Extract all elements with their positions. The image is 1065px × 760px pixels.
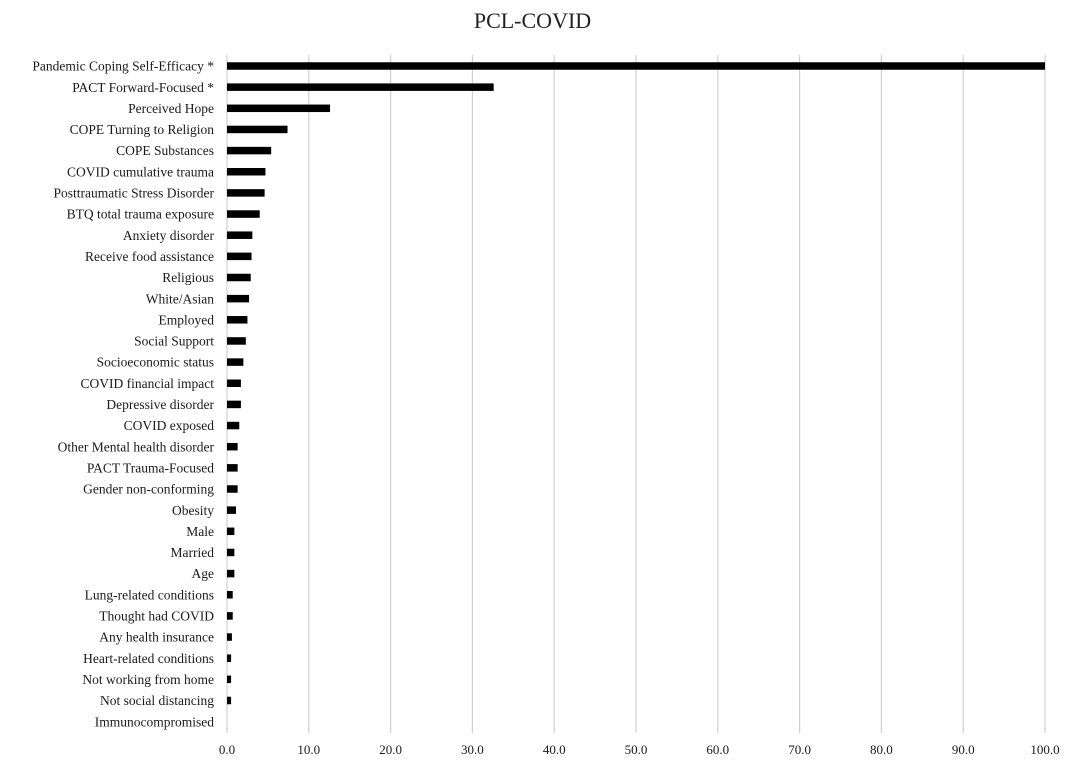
- bar: [227, 675, 232, 684]
- bar: [227, 83, 494, 91]
- category-label: Pandemic Coping Self-Efficacy *: [32, 59, 214, 74]
- bar: [227, 125, 288, 134]
- bar: [227, 210, 260, 218]
- bar: [227, 464, 238, 472]
- category-label: Age: [192, 566, 215, 581]
- category-label: PACT Trauma-Focused: [87, 460, 214, 475]
- bar: [227, 506, 236, 514]
- x-tick-label: 70.0: [788, 742, 811, 757]
- bar: [227, 104, 331, 113]
- category-label: Posttraumatic Stress Disorder: [54, 186, 215, 201]
- bar: [227, 316, 248, 324]
- x-tick-label: 30.0: [461, 742, 484, 757]
- category-label: Anxiety disorder: [123, 228, 215, 243]
- category-label: Lung-related conditions: [85, 587, 214, 602]
- bar-layer: [227, 62, 1045, 705]
- x-tick-label: 50.0: [625, 742, 648, 757]
- category-label-layer: Pandemic Coping Self-Efficacy * PACT Forw…: [32, 59, 214, 730]
- x-tick-label: 40.0: [543, 742, 566, 757]
- bar: [227, 696, 232, 705]
- category-label: COVID financial impact: [81, 376, 215, 391]
- category-label: Depressive disorder: [106, 397, 214, 412]
- bar: [227, 62, 1045, 70]
- x-tick-label: 100.0: [1030, 742, 1059, 757]
- bar: [227, 421, 240, 430]
- bar: [227, 442, 238, 451]
- bar: [227, 569, 235, 578]
- category-label: Perceived Hope: [128, 101, 214, 116]
- bar: [227, 358, 244, 366]
- category-label: Married: [171, 545, 215, 560]
- category-label: Not social distancing: [100, 693, 214, 708]
- bar: [227, 252, 252, 261]
- bar: [227, 654, 232, 662]
- category-label: Socioeconomic status: [97, 355, 214, 370]
- category-label: Immunocompromised: [95, 714, 214, 729]
- bar: [227, 400, 241, 409]
- category-label: Receive food assistance: [85, 249, 214, 264]
- bar: [227, 146, 272, 155]
- grid-layer: [226, 55, 1046, 733]
- bar: [227, 231, 253, 239]
- bar: [227, 294, 250, 303]
- category-label: Religious: [162, 270, 214, 285]
- bar: [227, 168, 266, 176]
- category-label: Not working from home: [82, 672, 214, 687]
- bar: [227, 189, 265, 197]
- bar: [227, 633, 232, 641]
- x-tick-label: 60.0: [706, 742, 729, 757]
- category-label: BTQ total trauma exposure: [67, 207, 214, 222]
- category-label: Male: [186, 524, 214, 539]
- category-label: Thought had COVID: [99, 609, 214, 624]
- bar: [227, 485, 238, 493]
- category-label: Gender non-conforming: [83, 482, 214, 497]
- bar: [227, 379, 241, 387]
- bar: [227, 337, 246, 345]
- category-label: Any health insurance: [99, 630, 214, 645]
- x-tick-label: 0.0: [219, 742, 235, 757]
- category-label: COVID exposed: [124, 418, 215, 433]
- category-label: COPE Substances: [116, 143, 214, 158]
- bar: [227, 591, 233, 599]
- bar: [227, 548, 235, 557]
- category-label: PACT Forward-Focused *: [72, 80, 214, 95]
- category-label: COPE Turning to Religion: [70, 122, 215, 137]
- x-tick-label: 10.0: [297, 742, 320, 757]
- category-label: White/Asian: [146, 291, 214, 306]
- bar: [227, 527, 235, 536]
- category-label: Obesity: [172, 503, 214, 518]
- x-tick-label: 20.0: [379, 742, 402, 757]
- category-label: Social Support: [134, 334, 214, 349]
- category-label: Heart-related conditions: [83, 651, 214, 666]
- chart-title: PCL-COVID: [473, 8, 592, 33]
- bar: [227, 273, 251, 282]
- x-tick-label: 80.0: [870, 742, 893, 757]
- category-label: COVID cumulative trauma: [67, 164, 214, 179]
- bar: [227, 612, 233, 620]
- x-tick-layer: 0.0 10.0 20.0 30.0 40.0 50.0 60.0 70.0 80.0 90.0 1…: [219, 742, 1060, 757]
- category-label: Other Mental health disorder: [58, 439, 215, 454]
- x-tick-label: 90.0: [952, 742, 975, 757]
- category-label: Employed: [159, 312, 215, 327]
